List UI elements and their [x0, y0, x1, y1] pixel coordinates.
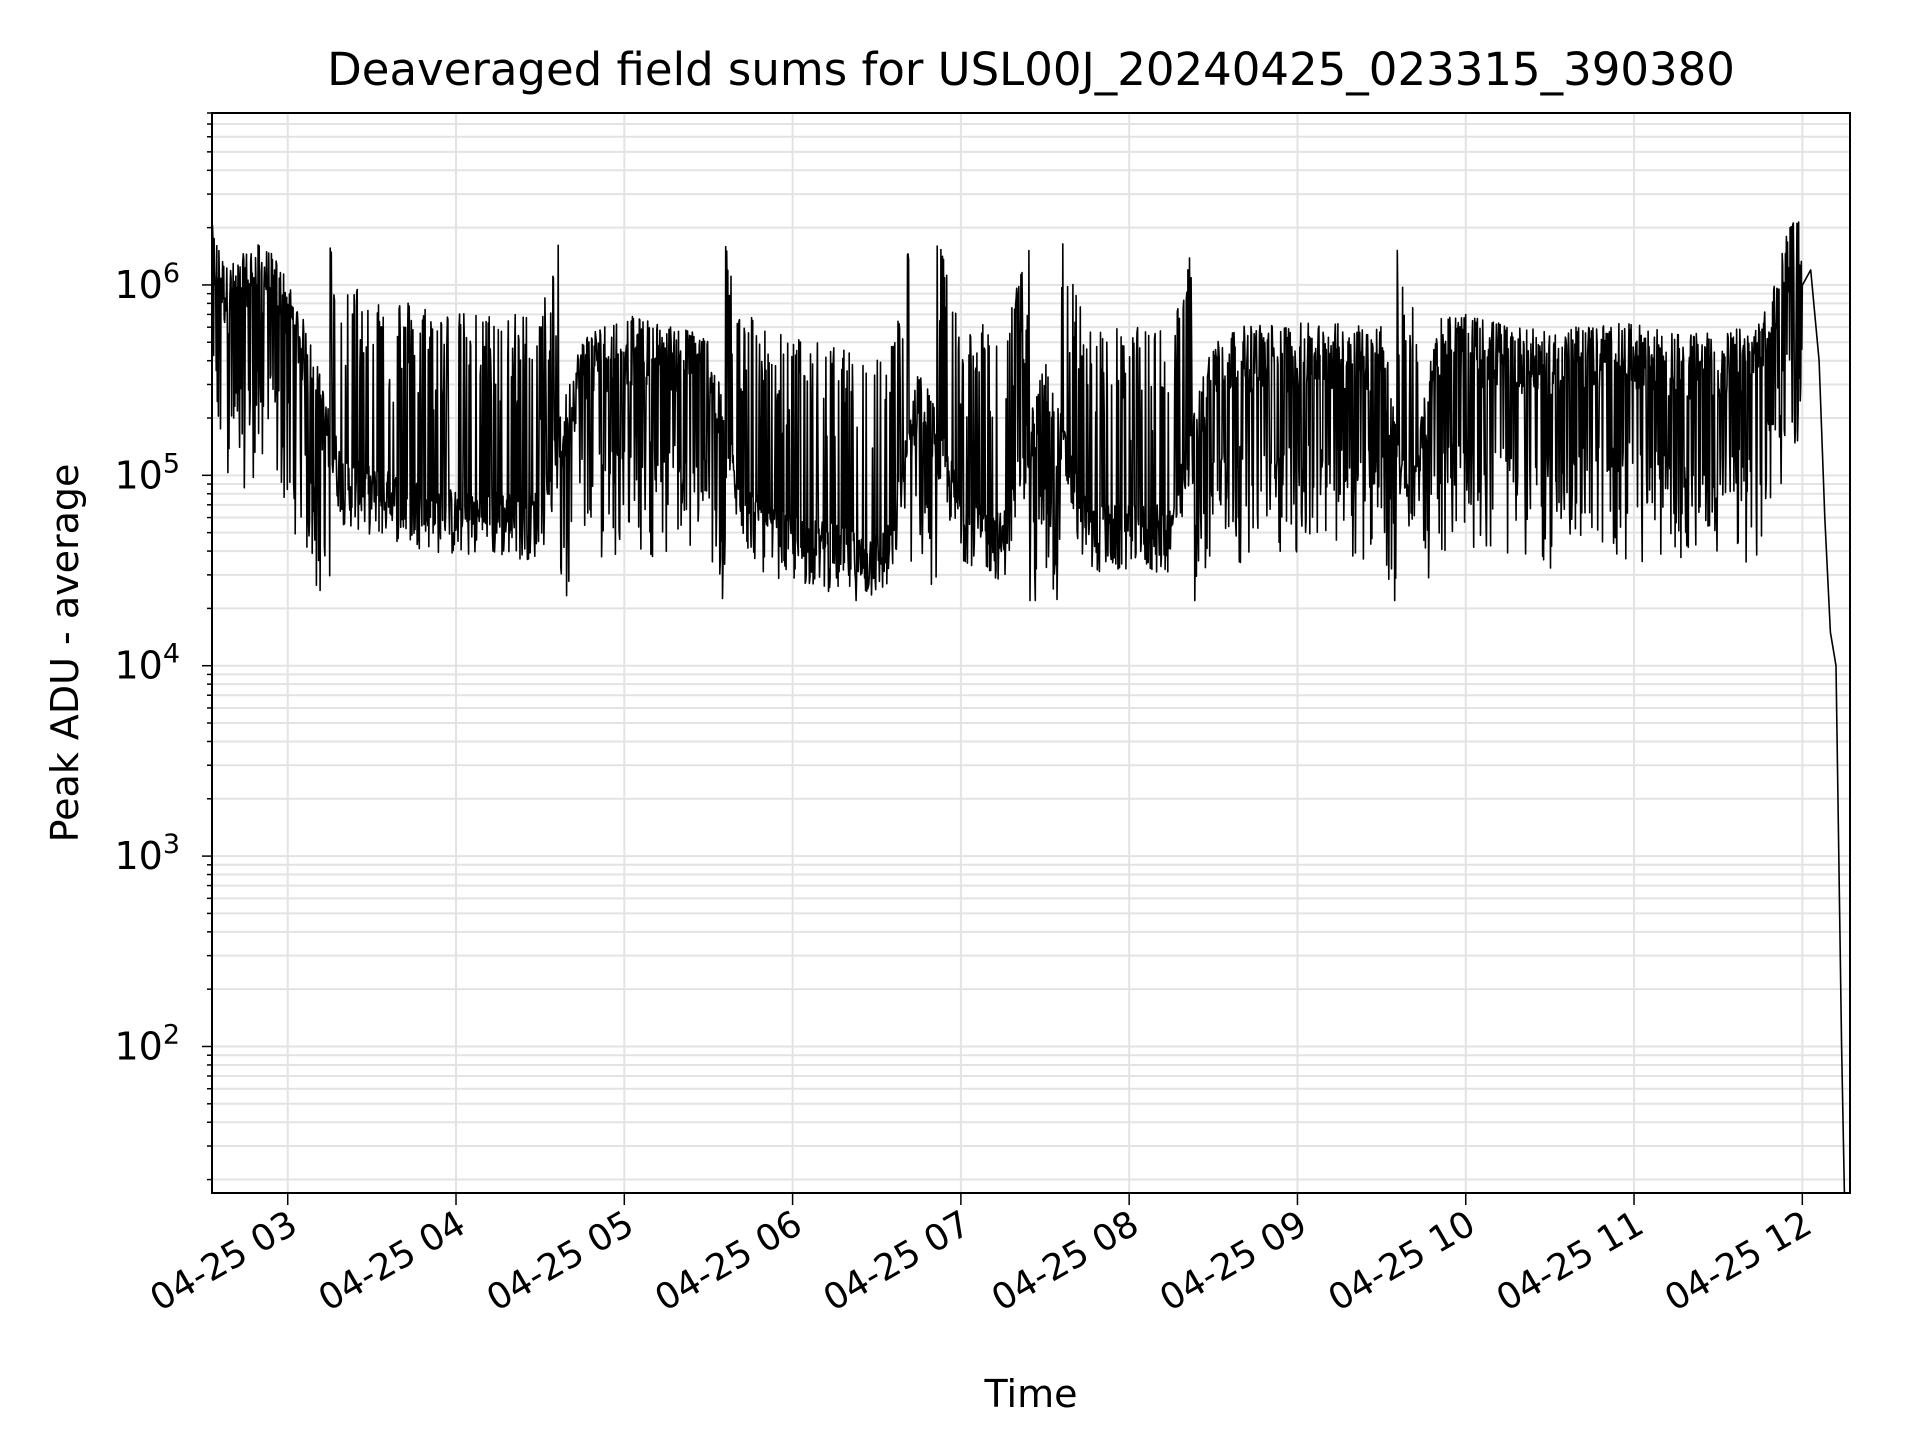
series-line: [211, 221, 1846, 1194]
y-tick-label-base: 10: [114, 644, 162, 688]
y-tick-label-exponent: 6: [163, 258, 180, 289]
y-tick-label: 105: [114, 448, 180, 497]
y-axis-label: Peak ADU - average: [43, 464, 87, 843]
y-tick-label: 102: [114, 1019, 180, 1068]
y-tick-label-base: 10: [114, 453, 162, 497]
y-tick-label-base: 10: [114, 263, 162, 307]
y-tick-label: 103: [114, 829, 180, 878]
y-tick-label-exponent: 5: [163, 448, 180, 479]
y-tick-label-base: 10: [114, 834, 162, 878]
y-tick-label-base: 10: [114, 1024, 162, 1068]
y-tick-label: 106: [114, 258, 180, 307]
y-tick-label-exponent: 4: [163, 639, 180, 670]
series-layer: [211, 221, 1846, 1194]
chart-title: Deaveraged field sums for USL00J_2024042…: [327, 43, 1735, 96]
y-tick-label-exponent: 3: [163, 829, 180, 860]
plot-frame: [211, 112, 1851, 1194]
y-tick-label-exponent: 2: [163, 1019, 180, 1050]
y-tick-label: 104: [114, 639, 180, 688]
x-axis-label: Time: [984, 1372, 1078, 1416]
